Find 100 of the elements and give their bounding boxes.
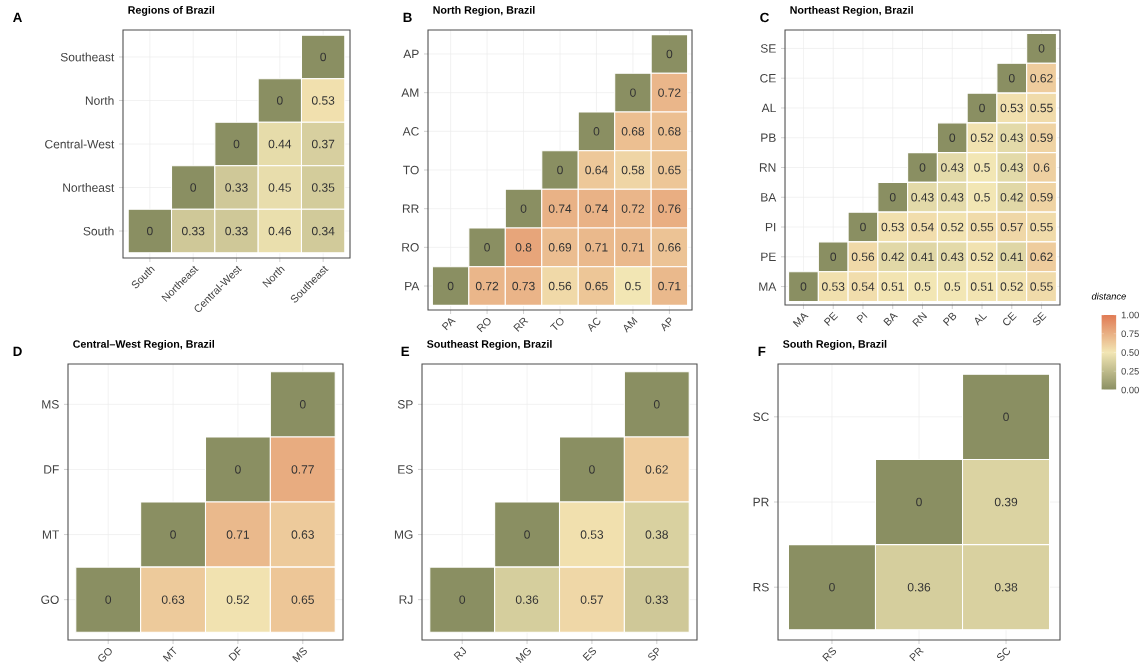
x-tick-label: BA	[883, 313, 898, 326]
data-label: 0.69	[548, 243, 572, 252]
data-label: 0	[800, 282, 807, 291]
data-label: 0	[484, 243, 490, 252]
data-label: 0.43	[941, 252, 964, 262]
data-label: 0	[589, 465, 595, 474]
y-tick-label: AM	[401, 88, 419, 97]
data-label: 0	[1003, 412, 1009, 422]
x-tick-label: PE	[823, 311, 839, 326]
y-tick-label: AP	[403, 49, 419, 59]
chart-title: Northeast Region, Brazil	[790, 5, 913, 16]
data-label: 0.33	[225, 226, 248, 236]
data-label: 0.42	[1000, 193, 1023, 202]
y-tick-label: PB	[761, 133, 776, 142]
data-label: 0.51	[970, 282, 994, 291]
x-tick-label: RO	[476, 318, 491, 333]
data-label: 0.71	[585, 243, 608, 252]
x-tick-label: TO	[549, 318, 564, 330]
data-label: 0.46	[268, 226, 291, 236]
data-label: 0.54	[911, 222, 934, 232]
x-tick-label: PR	[909, 647, 924, 662]
data-label: 0.62	[1030, 252, 1053, 262]
data-label: 0.71	[658, 281, 681, 291]
color-bar-label: 0.50	[1121, 349, 1139, 356]
data-label: 0.41	[911, 252, 934, 262]
data-label: 0	[860, 222, 866, 232]
chart-title: Central–West Region, Brazil	[73, 339, 215, 350]
data-label: 0.74	[548, 204, 572, 213]
text: F	[758, 346, 766, 356]
data-label: 0.57	[580, 595, 603, 604]
data-label: 0	[447, 281, 454, 291]
data-label: 0	[630, 88, 636, 97]
data-label: 0	[235, 465, 241, 474]
y-tick-label: MS	[42, 400, 59, 409]
data-label: 0.58	[621, 165, 645, 175]
data-label: 0	[524, 530, 530, 539]
data-label: 0.62	[645, 465, 668, 474]
y-tick-label: Central-West	[45, 139, 115, 149]
data-label: 0	[666, 49, 673, 59]
color-bar-label: 0.75	[1121, 330, 1139, 338]
data-label: 0	[170, 530, 176, 539]
data-label: 0.33	[645, 595, 668, 604]
data-label: 0.43	[1000, 133, 1023, 142]
data-label: 0.52	[1000, 282, 1023, 291]
data-label: 0.6	[1033, 163, 1050, 172]
y-tick-label: North	[85, 96, 114, 105]
data-label: 0.43	[941, 193, 964, 202]
data-label: 0	[299, 400, 306, 409]
data-label: 0.72	[621, 204, 645, 213]
data-label: 0.74	[585, 204, 608, 213]
x-tick-label: RR	[513, 317, 529, 332]
y-tick-label: Northeast	[63, 183, 115, 192]
data-label: 0.65	[658, 165, 681, 175]
chart-title: North Region, Brazil	[433, 5, 535, 16]
text: E	[401, 346, 410, 356]
y-tick-label: CE	[760, 73, 776, 83]
data-label: 0	[233, 139, 240, 149]
data-label: 0.56	[851, 252, 875, 262]
data-label: 0	[146, 226, 153, 236]
x-tick-label: AM	[623, 316, 638, 333]
data-label: 0.64	[585, 165, 608, 175]
data-label: 0.38	[645, 530, 668, 539]
data-label: 0.54	[851, 282, 875, 291]
data-label: 0.71	[226, 530, 250, 539]
data-label: 0.43	[1000, 163, 1023, 172]
data-label: 0.66	[658, 243, 681, 252]
y-tick-label: PI	[765, 222, 776, 232]
y-tick-label: RS	[753, 582, 769, 592]
data-label: 0.43	[911, 193, 934, 202]
y-tick-label: RO	[402, 243, 419, 252]
data-label: 0.53	[1000, 103, 1023, 113]
data-label: 0.41	[1000, 252, 1023, 262]
data-label: 0.5	[944, 282, 961, 291]
chart-title: South Region, Brazil	[783, 339, 887, 350]
data-label: 0.44	[268, 139, 292, 149]
x-tick-label: SE	[1032, 311, 1047, 326]
data-label: 0.36	[907, 582, 931, 592]
data-label: 0	[557, 165, 563, 175]
x-tick-label: RJ	[453, 646, 467, 661]
data-label: 0.68	[658, 127, 681, 136]
y-tick-label: MT	[42, 530, 60, 539]
color-bar-label: 1.00	[1121, 311, 1139, 319]
data-label: 0.65	[585, 281, 608, 291]
data-label: 0	[919, 163, 926, 172]
data-label: 0.33	[225, 183, 248, 192]
x-tick-label: PB	[942, 312, 957, 326]
data-label: 0	[829, 582, 835, 592]
chart-title: Regions of Brazil	[128, 5, 215, 16]
data-label: 0.33	[181, 226, 205, 236]
data-label: 0	[459, 595, 466, 604]
data-label: 0	[105, 595, 112, 604]
y-tick-label: SP	[397, 400, 413, 409]
text: D	[13, 346, 22, 356]
y-tick-label: DF	[44, 465, 59, 474]
data-label: 0.52	[970, 133, 994, 142]
data-label: 0	[830, 252, 837, 262]
x-tick-label: AL	[974, 314, 987, 326]
chart-title: Southeast Region, Brazil	[427, 339, 552, 350]
text: C	[760, 12, 769, 23]
data-label: 0.56	[548, 281, 572, 291]
